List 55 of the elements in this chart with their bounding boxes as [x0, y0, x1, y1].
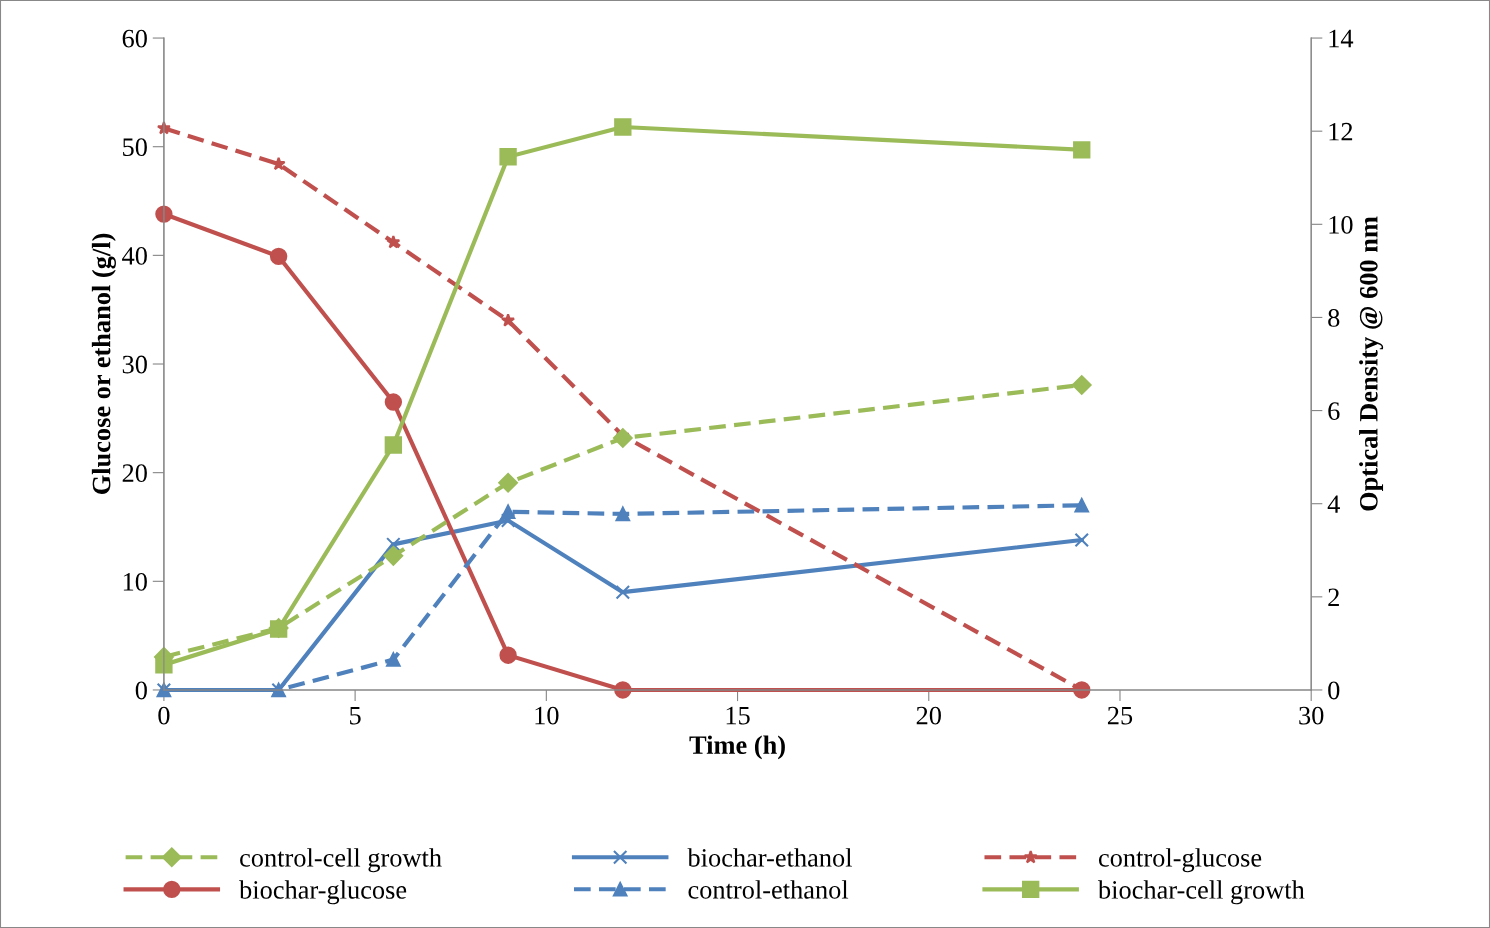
legend-label: control-glucose	[1098, 848, 1262, 873]
y-tick-label: 20	[122, 464, 147, 483]
legend-label: biochar-glucose	[239, 880, 407, 905]
point	[269, 620, 288, 638]
point	[612, 428, 633, 448]
point	[500, 504, 516, 520]
x-tick-label: 30	[1299, 706, 1324, 725]
point	[386, 537, 401, 552]
y2-tick-label: 8	[1328, 309, 1340, 327]
point	[499, 148, 517, 166]
point	[1073, 141, 1091, 159]
x-tick-label: 10	[535, 706, 559, 725]
point	[614, 118, 632, 136]
point	[498, 472, 518, 493]
y2-tick-label: 0	[1328, 681, 1340, 700]
y2-tick-label: 10	[1329, 215, 1353, 234]
point	[384, 436, 403, 454]
y2-tick-label: 6	[1328, 402, 1340, 420]
x-tick-label: 0	[158, 706, 170, 725]
point	[1071, 375, 1092, 395]
legend-label: biochar-cell growth	[1097, 880, 1305, 905]
point	[271, 156, 286, 171]
x-tick-label: 20	[916, 706, 941, 725]
y-tick-label: 50	[123, 138, 147, 157]
point	[615, 584, 631, 600]
point	[383, 545, 404, 566]
point	[499, 646, 517, 664]
y-tick-label: 60	[122, 29, 147, 48]
x-tick-label: 5	[350, 706, 361, 725]
y-tick-label: 0	[135, 681, 147, 700]
x-tick-label: 25	[1107, 706, 1133, 725]
point	[1074, 532, 1090, 548]
point	[500, 513, 516, 528]
point	[386, 652, 401, 667]
y2-axis-title: Optical Density @ 600 nm	[1359, 216, 1384, 511]
y2-tick-label: 14	[1329, 29, 1354, 48]
point	[386, 235, 401, 249]
y2-tick-label: 12	[1329, 122, 1353, 141]
legend-label: control-cell growth	[240, 848, 442, 873]
x-tick-label: 15	[726, 706, 750, 725]
point	[155, 656, 173, 674]
y-axis-title: Glucose or ethanol (g/l)	[91, 233, 116, 495]
point	[615, 506, 631, 522]
legend-label: biochar-ethanol	[687, 848, 853, 867]
y-tick-label: 30	[122, 355, 147, 374]
point	[384, 393, 403, 411]
y2-tick-label: 4	[1327, 495, 1340, 513]
y2-tick-label: 2	[1328, 588, 1339, 606]
point	[269, 247, 288, 266]
point	[501, 313, 516, 327]
y-tick-label: 40	[122, 246, 147, 265]
x-axis-title: Time (h)	[689, 735, 785, 760]
legend-label: control-ethanol	[688, 880, 849, 899]
y-tick-label: 10	[123, 572, 147, 591]
point	[1074, 497, 1090, 513]
